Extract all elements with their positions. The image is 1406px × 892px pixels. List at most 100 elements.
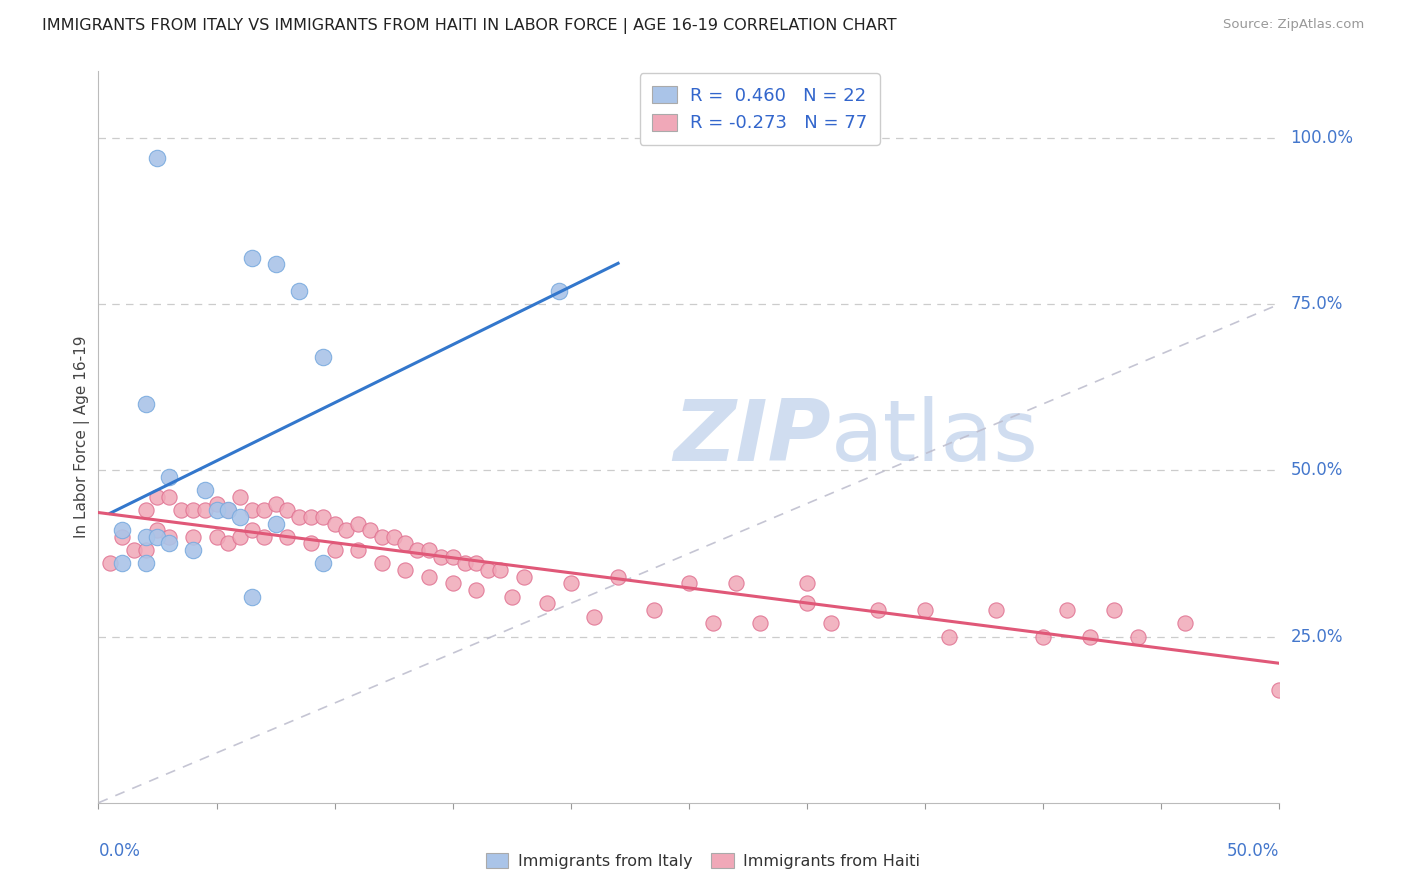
Point	[157, 536, 180, 550]
Point	[607, 570, 630, 584]
Point	[217, 503, 239, 517]
Point	[299, 536, 322, 550]
Text: 50.0%: 50.0%	[1227, 842, 1279, 860]
Point	[194, 483, 217, 498]
Point	[312, 351, 335, 365]
Point	[335, 523, 357, 537]
Point	[465, 582, 488, 597]
Point	[1056, 603, 1078, 617]
Point	[441, 576, 464, 591]
Text: 75.0%: 75.0%	[1291, 295, 1343, 313]
Point	[288, 509, 311, 524]
Point	[264, 516, 287, 531]
Point	[359, 523, 381, 537]
Point	[347, 543, 370, 558]
Point	[157, 470, 180, 484]
Point	[229, 509, 252, 524]
Point	[820, 616, 842, 631]
Point	[170, 503, 193, 517]
Point	[394, 536, 416, 550]
Y-axis label: In Labor Force | Age 16-19: In Labor Force | Age 16-19	[75, 335, 90, 539]
Point	[229, 530, 252, 544]
Point	[240, 503, 263, 517]
Text: 25.0%: 25.0%	[1291, 628, 1343, 646]
Point	[382, 530, 405, 544]
Point	[205, 530, 228, 544]
Point	[276, 530, 298, 544]
Point	[146, 490, 169, 504]
Point	[678, 576, 700, 591]
Point	[264, 257, 287, 271]
Text: Source: ZipAtlas.com: Source: ZipAtlas.com	[1223, 18, 1364, 31]
Text: 100.0%: 100.0%	[1291, 128, 1354, 147]
Point	[643, 603, 665, 617]
Point	[418, 570, 440, 584]
Point	[796, 596, 818, 610]
Point	[725, 576, 748, 591]
Point	[323, 543, 346, 558]
Point	[418, 543, 440, 558]
Text: 0.0%: 0.0%	[98, 842, 141, 860]
Point	[217, 503, 239, 517]
Point	[1268, 682, 1291, 697]
Text: ZIP: ZIP	[673, 395, 831, 479]
Point	[1080, 630, 1102, 644]
Point	[264, 497, 287, 511]
Text: atlas: atlas	[831, 395, 1039, 479]
Point	[453, 557, 475, 571]
Point	[984, 603, 1007, 617]
Point	[312, 509, 335, 524]
Point	[111, 557, 134, 571]
Point	[1102, 603, 1125, 617]
Point	[1126, 630, 1149, 644]
Point	[217, 536, 239, 550]
Point	[323, 516, 346, 531]
Point	[465, 557, 488, 571]
Point	[914, 603, 936, 617]
Point	[135, 530, 157, 544]
Point	[430, 549, 453, 564]
Point	[240, 590, 263, 604]
Point	[146, 151, 169, 165]
Point	[135, 543, 157, 558]
Point	[702, 616, 724, 631]
Point	[240, 251, 263, 265]
Point	[229, 490, 252, 504]
Point	[748, 616, 770, 631]
Point	[536, 596, 558, 610]
Point	[111, 523, 134, 537]
Point	[253, 530, 276, 544]
Point	[406, 543, 429, 558]
Point	[194, 503, 217, 517]
Point	[501, 590, 523, 604]
Point	[489, 563, 512, 577]
Point	[1174, 616, 1197, 631]
Point	[394, 563, 416, 577]
Legend: Immigrants from Italy, Immigrants from Haiti: Immigrants from Italy, Immigrants from H…	[479, 847, 927, 875]
Point	[276, 503, 298, 517]
Point	[312, 557, 335, 571]
Point	[583, 609, 606, 624]
Point	[146, 530, 169, 544]
Point	[347, 516, 370, 531]
Point	[205, 497, 228, 511]
Point	[371, 530, 394, 544]
Point	[111, 530, 134, 544]
Point	[181, 530, 204, 544]
Point	[157, 530, 180, 544]
Point	[253, 503, 276, 517]
Point	[157, 490, 180, 504]
Point	[135, 557, 157, 571]
Point	[866, 603, 889, 617]
Point	[512, 570, 534, 584]
Point	[135, 397, 157, 411]
Point	[288, 284, 311, 298]
Point	[146, 523, 169, 537]
Point	[371, 557, 394, 571]
Point	[560, 576, 582, 591]
Point	[98, 557, 121, 571]
Point	[205, 503, 228, 517]
Point	[796, 576, 818, 591]
Point	[441, 549, 464, 564]
Point	[477, 563, 499, 577]
